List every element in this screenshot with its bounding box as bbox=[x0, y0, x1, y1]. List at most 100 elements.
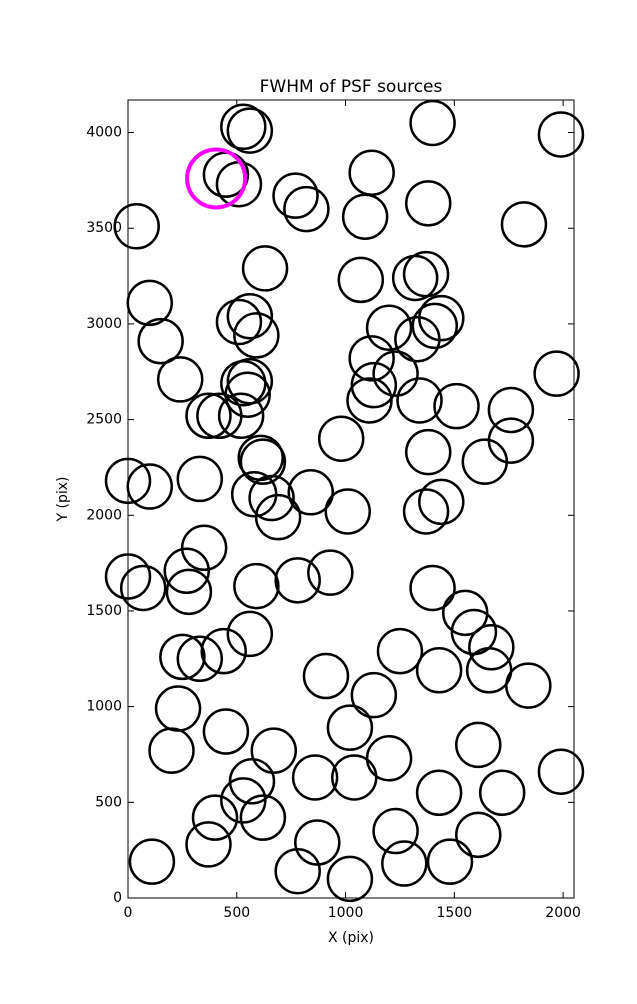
source-circle bbox=[404, 428, 452, 476]
source-circle bbox=[426, 838, 474, 885]
source-circle bbox=[411, 302, 459, 350]
source-circle bbox=[200, 627, 247, 675]
source-circle bbox=[226, 292, 274, 340]
source-circle bbox=[418, 478, 465, 526]
y-tick-label: 2500 bbox=[86, 412, 122, 428]
source-circle bbox=[165, 568, 213, 616]
source-circle bbox=[176, 635, 224, 683]
source-circle bbox=[468, 624, 515, 671]
source-circle bbox=[239, 438, 287, 485]
source-circle bbox=[365, 304, 413, 351]
y-tick-label: 3000 bbox=[86, 316, 122, 332]
source-circle bbox=[254, 493, 302, 541]
source-circle bbox=[283, 185, 330, 233]
source-circle bbox=[455, 721, 502, 769]
source-circle bbox=[455, 811, 502, 859]
source-circle bbox=[441, 589, 489, 637]
source-circle bbox=[226, 610, 274, 658]
source-circle bbox=[415, 769, 463, 816]
source-circle bbox=[180, 524, 228, 572]
source-circle bbox=[274, 847, 321, 895]
chart-title: FWHM of PSF sources bbox=[260, 77, 443, 97]
source-circle bbox=[196, 392, 243, 440]
source-circle bbox=[302, 652, 350, 700]
source-circle bbox=[307, 549, 354, 596]
source-circle bbox=[137, 317, 184, 365]
source-circle bbox=[185, 147, 248, 210]
x-tick-label: 1000 bbox=[328, 905, 364, 921]
source-circle bbox=[248, 474, 295, 522]
source-circle bbox=[341, 193, 389, 240]
x-tick-label: 2000 bbox=[545, 905, 581, 921]
source-circle bbox=[226, 107, 274, 154]
source-circle bbox=[228, 758, 276, 805]
source-circle bbox=[487, 386, 535, 434]
source-circle bbox=[348, 335, 395, 382]
source-circle bbox=[226, 358, 274, 405]
source-circle bbox=[324, 488, 371, 535]
source-circle bbox=[291, 754, 339, 801]
source-circle bbox=[241, 245, 289, 292]
source-circle bbox=[274, 557, 321, 604]
source-circle bbox=[461, 438, 509, 485]
source-circle bbox=[409, 564, 456, 612]
source-circle bbox=[402, 488, 450, 535]
plot-frame bbox=[127, 99, 575, 899]
source-circle bbox=[233, 312, 280, 359]
y-tick-label: 1000 bbox=[86, 699, 122, 715]
source-circle bbox=[287, 469, 335, 516]
source-circle bbox=[537, 748, 585, 795]
source-circle bbox=[156, 356, 204, 403]
y-tick-label: 0 bbox=[113, 890, 122, 906]
source-circle bbox=[326, 704, 374, 751]
x-tick-label: 500 bbox=[223, 905, 250, 921]
source-circle bbox=[185, 821, 232, 868]
source-circle bbox=[350, 361, 398, 409]
source-circle bbox=[415, 647, 463, 694]
source-circle bbox=[533, 350, 580, 397]
source-circle bbox=[372, 350, 419, 397]
source-circle bbox=[176, 455, 224, 503]
source-circle bbox=[418, 294, 465, 342]
source-circle bbox=[346, 377, 393, 424]
source-circle bbox=[537, 111, 585, 158]
source-circle bbox=[159, 633, 206, 681]
source-circle bbox=[191, 794, 239, 841]
source-circle bbox=[505, 662, 552, 709]
source-circle bbox=[402, 250, 450, 298]
source-circle bbox=[163, 547, 210, 595]
y-tick-label: 4000 bbox=[86, 125, 122, 141]
source-circle bbox=[148, 727, 195, 774]
source-circle bbox=[119, 564, 167, 612]
source-circle bbox=[317, 415, 365, 462]
x-tick-label: 0 bbox=[124, 905, 133, 921]
source-circle bbox=[350, 671, 398, 719]
source-circle bbox=[478, 769, 526, 816]
source-circle bbox=[113, 203, 160, 250]
y-tick-label: 1500 bbox=[86, 603, 122, 619]
source-circle bbox=[250, 727, 298, 774]
source-circle bbox=[220, 103, 267, 151]
source-circle bbox=[409, 99, 456, 147]
source-circle bbox=[404, 180, 452, 227]
y-tick-label: 500 bbox=[95, 794, 122, 810]
source-circle bbox=[396, 377, 443, 424]
source-circle bbox=[331, 754, 378, 801]
source-circle bbox=[233, 562, 280, 610]
source-circle bbox=[500, 201, 548, 248]
source-circle bbox=[215, 298, 263, 346]
source-circle bbox=[294, 819, 341, 866]
source-circle bbox=[202, 708, 250, 755]
source-circle bbox=[185, 392, 232, 440]
y-tick-label: 3500 bbox=[86, 220, 122, 236]
y-axis-label: Y (pix) bbox=[55, 477, 71, 523]
source-circle bbox=[433, 382, 480, 430]
y-tick-label: 2000 bbox=[86, 507, 122, 523]
source-circle bbox=[217, 392, 265, 440]
source-circle bbox=[128, 838, 176, 885]
source-circle bbox=[239, 794, 287, 841]
x-axis-label: X (pix) bbox=[328, 930, 374, 946]
source-circle bbox=[220, 777, 267, 824]
